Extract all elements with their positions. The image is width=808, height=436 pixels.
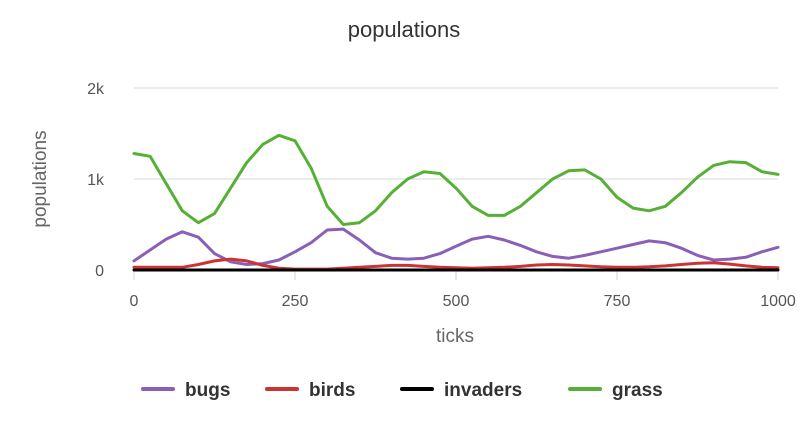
series-line-birds (132, 257, 780, 271)
y-axis-title: populations (30, 130, 51, 227)
x-tick-label: 750 (604, 293, 631, 310)
series-lines (132, 133, 780, 272)
legend-item-grass[interactable]: grass (568, 380, 663, 401)
series-line-bugs (132, 227, 780, 266)
x-axis-title: ticks (436, 326, 474, 347)
x-tick-label: 500 (443, 293, 470, 310)
x-tick-label: 1000 (760, 293, 796, 310)
legend-item-invaders[interactable]: invaders (400, 380, 522, 401)
axes: 0 1k 2k 0 250 500 750 1000 (87, 81, 796, 310)
legend-item-birds[interactable]: birds (265, 380, 355, 401)
legend-label: invaders (444, 380, 522, 401)
legend-label: grass (612, 380, 663, 401)
y-tick-label: 2k (87, 81, 105, 98)
y-tick-label: 1k (87, 172, 105, 189)
legend-item-bugs[interactable]: bugs (141, 380, 230, 401)
legend: bugs birds invaders grass (141, 380, 663, 401)
x-tick-label: 0 (130, 293, 139, 310)
gridlines (134, 87, 778, 180)
y-tick-label: 0 (95, 263, 104, 280)
x-tick-label: 250 (282, 293, 309, 310)
legend-label: bugs (185, 380, 230, 401)
chart-title: populations (348, 17, 461, 42)
series-line-grass (132, 133, 780, 226)
legend-label: birds (309, 380, 355, 401)
